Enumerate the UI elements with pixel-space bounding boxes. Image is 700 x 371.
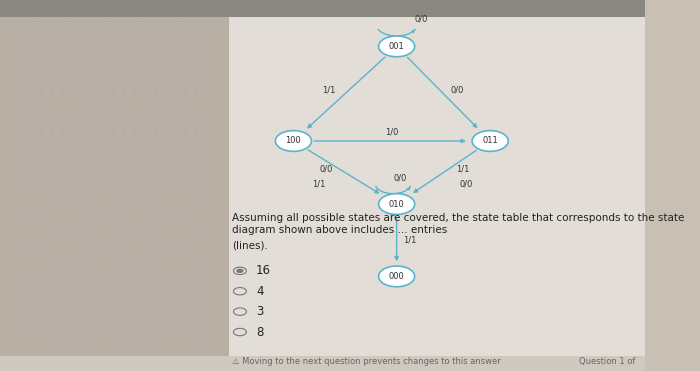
Text: 010: 010 xyxy=(389,200,405,209)
Text: Assuming all possible states are covered, the state table that corresponds to th: Assuming all possible states are covered… xyxy=(232,213,685,235)
FancyBboxPatch shape xyxy=(0,356,645,371)
FancyBboxPatch shape xyxy=(229,17,645,371)
Circle shape xyxy=(379,36,414,57)
Text: 1/1: 1/1 xyxy=(456,164,470,173)
Text: 16: 16 xyxy=(256,264,271,278)
Circle shape xyxy=(379,194,414,214)
Text: (lines).: (lines). xyxy=(232,240,268,250)
Text: 100: 100 xyxy=(286,137,301,145)
Text: ⚠ Moving to the next question prevents changes to this answer: ⚠ Moving to the next question prevents c… xyxy=(232,357,501,366)
Text: 0/0: 0/0 xyxy=(414,14,428,23)
Text: Question 1 of: Question 1 of xyxy=(579,357,636,366)
Text: 1/0: 1/0 xyxy=(385,127,398,136)
Circle shape xyxy=(275,131,312,151)
Circle shape xyxy=(237,269,243,273)
Text: 000: 000 xyxy=(389,272,405,281)
Text: 8: 8 xyxy=(256,325,263,339)
Text: 0/0: 0/0 xyxy=(393,173,407,182)
Circle shape xyxy=(472,131,508,151)
Text: 1/1: 1/1 xyxy=(322,85,335,95)
FancyBboxPatch shape xyxy=(0,17,229,371)
Text: 3: 3 xyxy=(256,305,263,318)
Text: 0/0: 0/0 xyxy=(459,179,473,188)
Text: 0/0: 0/0 xyxy=(319,164,332,173)
Text: 4: 4 xyxy=(256,285,263,298)
FancyBboxPatch shape xyxy=(0,0,645,17)
Text: 001: 001 xyxy=(389,42,405,51)
Circle shape xyxy=(379,266,414,287)
Text: 1/1: 1/1 xyxy=(403,236,416,245)
Text: 1/1: 1/1 xyxy=(313,179,326,188)
Text: 0/0: 0/0 xyxy=(451,85,464,95)
Text: 011: 011 xyxy=(482,137,498,145)
